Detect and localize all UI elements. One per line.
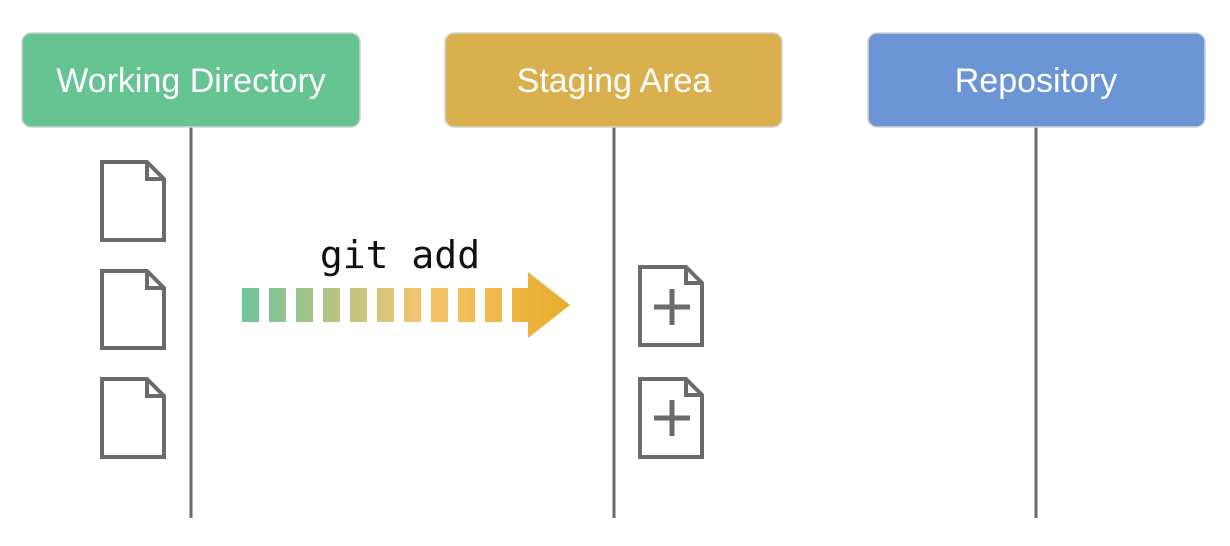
arrow-dash [431,288,448,322]
working-directory-label: Working Directory [56,62,326,100]
arrow-dash [242,288,259,322]
lane-working-directory: Working Directory [21,32,361,128]
git-add-arrow [242,272,570,338]
staging-area-label: Staging Area [517,62,712,100]
file-plus-icon [638,377,704,459]
file-icon [100,160,166,242]
file-icon [100,377,166,459]
repository-header-box [867,32,1206,128]
arrow-head-icon [512,272,570,338]
file-icon [100,269,166,350]
arrow-dash [458,288,475,322]
file-plus-icon [638,265,704,347]
git-add-command-label: git add [320,233,480,277]
arrow-dash [485,288,502,322]
lane-repository: Repository [867,32,1206,128]
staging-area-files [638,265,704,459]
arrow-dash [404,288,421,322]
working-directory-files [100,160,166,459]
arrow-dash [269,288,286,322]
repository-label: Repository [955,62,1118,100]
working-directory-header-box [21,32,361,128]
arrow-dash [323,288,340,322]
arrow-dash [296,288,313,322]
lane-staging-area: Staging Area [444,32,783,128]
staging-area-header-box [444,32,783,128]
arrow-dash [377,288,394,322]
arrow-dash [350,288,367,322]
